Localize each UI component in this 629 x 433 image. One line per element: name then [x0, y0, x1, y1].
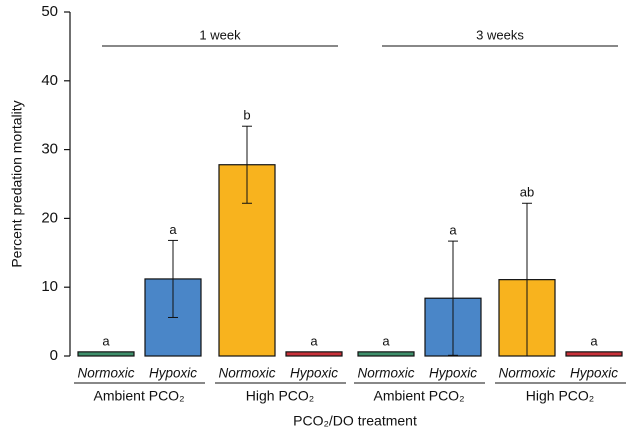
y-tick-label: 50: [41, 3, 58, 20]
x-tick-label: Hypoxic: [290, 366, 338, 381]
period-label: 3 weeks: [476, 27, 524, 42]
x-tick-label: Normoxic: [357, 366, 414, 381]
y-tick-label: 30: [41, 141, 58, 158]
x-tick-label: Hypoxic: [149, 366, 197, 381]
x-axis-label: PCO₂/DO treatment: [293, 413, 417, 429]
significance-letter: a: [590, 333, 598, 348]
bar: [285, 351, 343, 357]
y-tick-label: 20: [41, 209, 58, 226]
period-label: 1 week: [199, 27, 241, 42]
x-tick-label: Hypoxic: [429, 366, 477, 381]
y-tick-label: 40: [41, 72, 58, 89]
y-tick-label: 10: [41, 278, 58, 295]
group-label: Ambient PCO₂: [373, 388, 464, 404]
significance-letter: a: [310, 333, 318, 348]
significance-letter: a: [102, 333, 110, 348]
y-tick-label: 0: [50, 347, 58, 364]
x-tick-label: Normoxic: [77, 366, 134, 381]
group-label: Ambient PCO₂: [93, 388, 184, 404]
y-axis-label: Percent predation mortality: [9, 100, 25, 267]
x-tick-label: Normoxic: [218, 366, 275, 381]
bar: [357, 351, 415, 357]
significance-letter: b: [243, 108, 250, 123]
x-tick-label: Normoxic: [498, 366, 555, 381]
x-tick-label: Hypoxic: [570, 366, 618, 381]
significance-letter: a: [449, 223, 457, 238]
group-label: High PCO₂: [526, 388, 594, 404]
bar: [77, 351, 135, 357]
significance-letter: a: [169, 222, 177, 237]
bar: [565, 351, 623, 357]
significance-letter: a: [382, 333, 390, 348]
significance-letter: ab: [520, 185, 534, 200]
group-label: High PCO₂: [246, 388, 314, 404]
